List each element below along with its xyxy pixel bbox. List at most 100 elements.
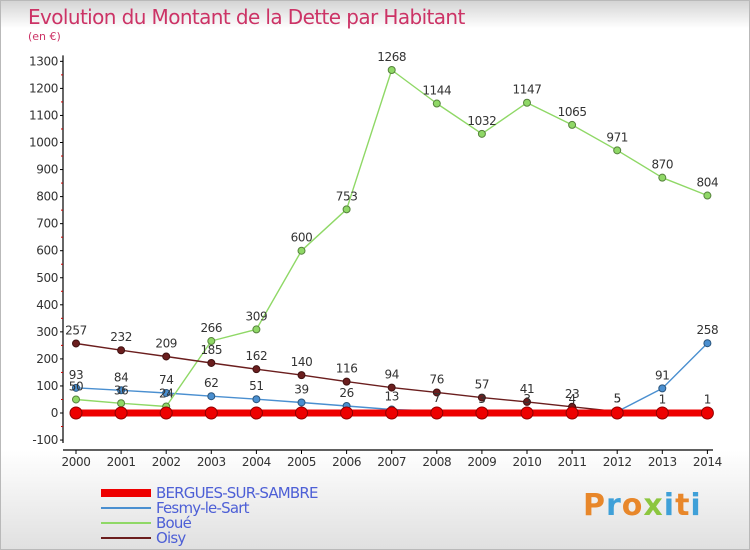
data-point xyxy=(385,406,399,420)
data-label: 257 xyxy=(65,323,87,337)
data-point xyxy=(162,352,171,361)
x-tick-label: 2007 xyxy=(377,455,406,469)
data-point xyxy=(477,129,486,138)
data-label: 600 xyxy=(291,231,313,245)
data-point xyxy=(207,337,216,346)
data-point xyxy=(565,406,579,420)
data-label: 7 xyxy=(433,391,440,405)
logo-letter: t xyxy=(675,488,691,523)
data-point xyxy=(703,339,712,348)
data-label: 39 xyxy=(294,382,308,396)
x-tick-label: 2000 xyxy=(62,455,91,469)
y-tick-label: 800 xyxy=(36,190,58,204)
data-point xyxy=(249,406,263,420)
data-label: 1268 xyxy=(377,50,406,64)
data-point xyxy=(72,395,80,404)
data-point xyxy=(114,406,128,420)
data-point xyxy=(207,392,216,401)
data-point xyxy=(568,120,577,129)
data-label: 57 xyxy=(475,378,489,392)
series-line-bou- xyxy=(75,69,708,408)
data-label: 5 xyxy=(614,392,621,406)
data-label: 50 xyxy=(69,379,83,393)
x-tick-label: 2009 xyxy=(467,455,496,469)
data-point xyxy=(658,384,667,393)
data-label: 1032 xyxy=(467,114,496,128)
data-label: 23 xyxy=(565,387,579,401)
data-point xyxy=(204,406,218,420)
chart-subtitle: (en €) xyxy=(28,30,61,43)
data-point xyxy=(69,406,83,420)
logo-letter: o xyxy=(621,488,644,523)
legend-label: Oisy xyxy=(156,529,186,547)
data-point xyxy=(700,406,714,420)
y-tick-label: -100 xyxy=(32,433,58,447)
data-label: 76 xyxy=(430,372,444,386)
y-tick-label: 400 xyxy=(36,298,58,312)
data-label: 116 xyxy=(336,362,358,376)
data-point xyxy=(297,371,306,380)
data-label: 13 xyxy=(384,389,398,403)
x-tick-label: 2013 xyxy=(648,455,677,469)
data-label: 232 xyxy=(110,330,132,344)
data-label: 3 xyxy=(523,392,530,406)
chart-title: Evolution du Montant de la Dette par Hab… xyxy=(28,5,465,29)
data-label: 51 xyxy=(249,379,263,393)
data-point xyxy=(252,365,261,374)
data-label: 1065 xyxy=(558,105,587,119)
y-tick-label: 0 xyxy=(51,406,58,420)
logo-letter: i xyxy=(663,488,676,523)
data-point xyxy=(477,393,486,402)
logo-letter: P xyxy=(583,488,606,523)
data-label: 266 xyxy=(200,321,222,335)
data-label: 4 xyxy=(568,392,575,406)
data-point xyxy=(523,98,531,107)
data-point xyxy=(72,339,80,348)
data-point xyxy=(342,377,351,386)
data-label: 36 xyxy=(114,383,128,397)
x-tick-label: 2011 xyxy=(558,455,587,469)
data-point xyxy=(297,398,306,407)
data-point xyxy=(340,406,354,420)
data-point xyxy=(207,358,216,367)
data-label: 753 xyxy=(336,189,358,203)
data-point xyxy=(387,383,396,392)
y-tick-label: 100 xyxy=(36,379,58,393)
data-point xyxy=(342,205,351,214)
data-point xyxy=(475,406,489,420)
x-tick-label: 2003 xyxy=(197,455,226,469)
data-label: 1147 xyxy=(513,83,542,97)
data-point xyxy=(162,388,171,397)
y-tick-label: 500 xyxy=(36,271,58,285)
y-tick-label: 1000 xyxy=(29,136,58,150)
data-label: 1 xyxy=(659,393,666,407)
y-tick-label: 900 xyxy=(36,163,58,177)
data-point xyxy=(703,191,712,200)
x-tick-label: 2002 xyxy=(152,455,181,469)
data-label: 94 xyxy=(384,368,398,382)
y-tick-label: 700 xyxy=(36,217,58,231)
data-point xyxy=(295,406,308,420)
x-tick-label: 2006 xyxy=(332,455,361,469)
logo-letter: x xyxy=(643,488,664,523)
data-point xyxy=(252,325,261,334)
y-tick-label: 1100 xyxy=(29,108,58,122)
y-tick-label: 600 xyxy=(36,244,58,258)
data-label: 1144 xyxy=(422,84,451,98)
data-point xyxy=(387,66,396,75)
data-point xyxy=(520,406,534,420)
data-point xyxy=(159,406,173,420)
data-point xyxy=(117,399,126,408)
data-label: 3 xyxy=(478,392,485,406)
data-point xyxy=(117,346,126,355)
x-tick-label: 2012 xyxy=(603,455,632,469)
data-label: 804 xyxy=(697,176,719,190)
legend-label: Fesmy-le-Sart xyxy=(156,499,250,517)
logo-letter: i xyxy=(690,488,702,523)
data-label: 84 xyxy=(114,370,128,384)
data-label: 41 xyxy=(520,382,534,396)
logo-letter: r xyxy=(606,488,622,523)
x-tick-label: 2004 xyxy=(242,455,271,469)
data-label: 74 xyxy=(159,373,173,387)
data-point xyxy=(297,246,306,255)
